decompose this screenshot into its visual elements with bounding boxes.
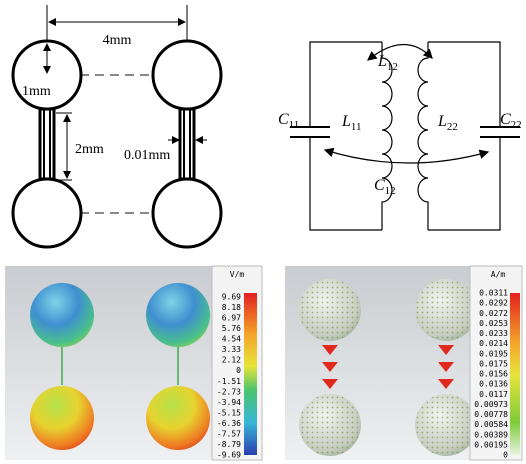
scale-label: 8.18 (222, 303, 241, 312)
circuit-label: L22 (437, 113, 458, 133)
label-subscript: 12 (385, 185, 396, 197)
label-subscript: 22 (511, 119, 522, 131)
scale-label: 0.0253 (479, 319, 508, 328)
scale-label: 0.0175 (479, 359, 508, 368)
scale-label: 0 (503, 451, 508, 460)
scale-label: 0.0195 (479, 349, 508, 358)
circuit-label: C12 (374, 177, 396, 197)
scale-label: 0.0292 (479, 299, 508, 308)
scale-label: -5.15 (217, 408, 241, 417)
scale-label: -9.69 (217, 451, 241, 460)
scale-label: 0 (236, 366, 241, 375)
circuit-label: L12 (377, 53, 398, 73)
scale-label: -8.79 (217, 440, 241, 449)
scale-label: 0.00778 (474, 410, 508, 419)
scale-label: 6.97 (222, 314, 241, 323)
scale-label: 0.0117 (479, 390, 508, 399)
width-label: 0.01mm (124, 148, 170, 163)
circuit (290, 42, 520, 230)
scale-label: 5.76 (222, 324, 241, 333)
label-subscript: 12 (387, 61, 398, 73)
label-subscript: 11 (351, 121, 362, 133)
scale-label: -3.94 (217, 398, 241, 407)
label-symbol: C (278, 111, 289, 128)
scale-label: 3.33 (222, 345, 241, 354)
scale-label: 0.00973 (474, 400, 508, 409)
label-subscript: 11 (289, 119, 300, 131)
spacing-label: 4mm (103, 33, 132, 48)
scale-label: -7.57 (217, 429, 241, 438)
label-symbol: L (341, 113, 351, 130)
colorbar-unit: V/m (230, 270, 245, 279)
figure: 4mm 1mm 2mm 0.01mm L12L11L22C11C22C12 V/… (0, 0, 526, 464)
colorbar-unit: A/m (491, 270, 506, 279)
scale-label: 0.0156 (479, 370, 508, 379)
scale-label: 0.0136 (479, 380, 508, 389)
scale-label: 0.0233 (479, 329, 508, 338)
scale-label: 0.0214 (479, 339, 508, 348)
scale-label: -1.51 (217, 377, 241, 386)
radius-label: 1mm (22, 84, 51, 99)
scale-label: 0.0272 (479, 309, 508, 318)
length-label: 2mm (75, 142, 104, 157)
label-symbol: C (374, 177, 385, 194)
scale-label: 0.00389 (474, 430, 508, 439)
circuit-label: L11 (341, 113, 362, 133)
label-symbol: L (377, 53, 387, 70)
circuit-label: C11 (278, 111, 299, 131)
scale-label: -6.36 (217, 419, 241, 428)
label-subscript: 22 (447, 121, 458, 133)
scale-label: 0.00584 (474, 420, 508, 429)
scale-label: 4.54 (222, 335, 241, 344)
scale-label: 0.0311 (479, 289, 508, 298)
scale-label: -2.73 (217, 387, 241, 396)
label-symbol: C (500, 111, 511, 128)
label-symbol: L (437, 113, 447, 130)
scale-label: 2.12 (222, 356, 241, 365)
scale-label: 0.00195 (474, 440, 508, 449)
scale-label: 9.69 (222, 293, 241, 302)
